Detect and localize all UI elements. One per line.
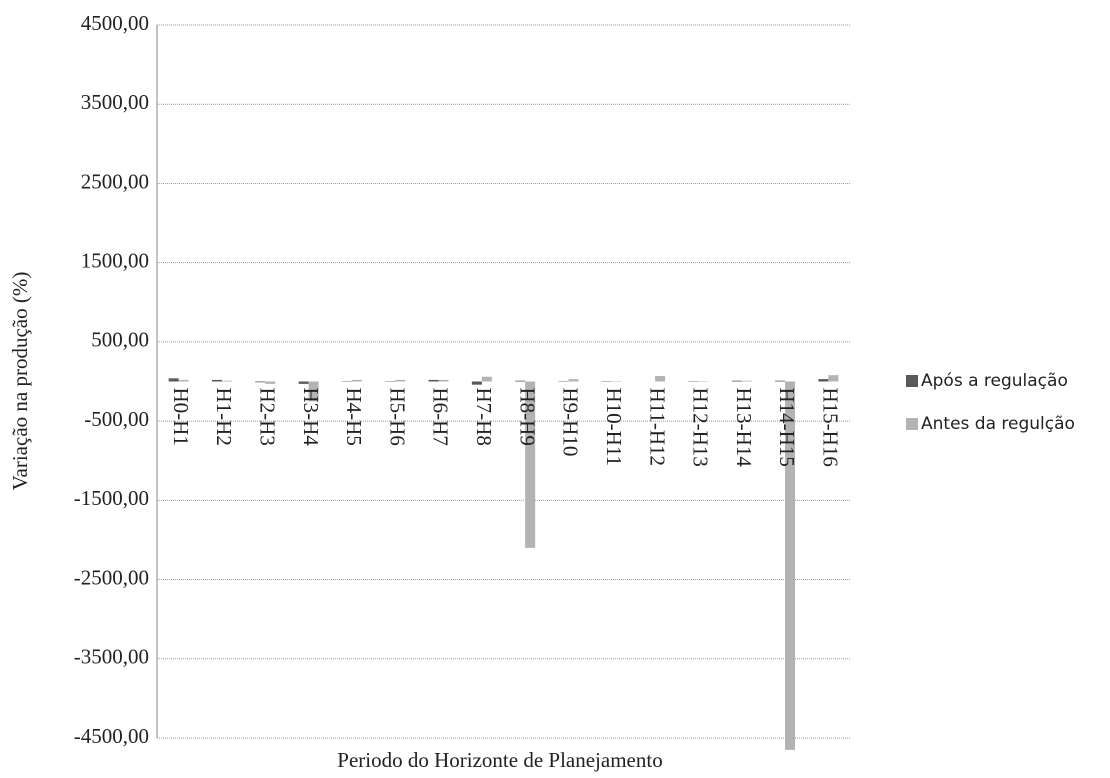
y-tick-label: 4500,00 (81, 11, 149, 35)
bar (298, 381, 309, 384)
bar (178, 379, 189, 382)
y-tick-label: 500,00 (91, 328, 149, 352)
x-axis-title: Periodo do Horizonte de Planejamento (337, 748, 662, 772)
bar (351, 379, 362, 382)
bar (308, 381, 319, 402)
bar (525, 381, 536, 548)
x-tick-label: H5-H6 (385, 388, 409, 446)
bar (741, 380, 752, 382)
legend-label: Após a regulação (921, 371, 1068, 391)
bar (568, 379, 579, 382)
x-tick-label: H11-H12 (645, 388, 669, 467)
y-tick-label: 2500,00 (81, 169, 149, 193)
bar (785, 381, 796, 750)
bar (828, 375, 839, 382)
x-tick-label: H15-H16 (819, 388, 843, 467)
y-tick-label: -4500,00 (74, 724, 149, 748)
bar (471, 381, 482, 385)
x-tick-label: H9-H10 (559, 388, 583, 457)
x-tick-label: H6-H7 (429, 388, 453, 446)
x-tick-label: H13-H14 (732, 388, 756, 468)
bar (168, 378, 179, 382)
bar (775, 380, 786, 382)
bar (221, 380, 232, 382)
y-tick-label: -2500,00 (74, 565, 149, 589)
x-tick-label: H4-H5 (342, 388, 366, 446)
bar (395, 379, 406, 382)
bar (731, 380, 742, 382)
y-tick-label: -1500,00 (74, 486, 149, 510)
x-tick-label: H8-H9 (515, 388, 539, 446)
bar (655, 375, 666, 382)
x-tick-label: H1-H2 (212, 388, 236, 446)
bar (428, 379, 439, 382)
bar (515, 380, 526, 382)
bar (438, 379, 449, 382)
bar (255, 381, 266, 383)
legend-label: Antes da regulção (921, 414, 1075, 434)
bar (265, 381, 276, 384)
x-tick-label: H12-H13 (689, 388, 713, 467)
x-tick-label: H3-H4 (299, 388, 323, 447)
legend-swatch (906, 418, 918, 430)
bar (481, 376, 492, 382)
bar (818, 379, 829, 382)
y-axis-title: Variação na produção (%) (8, 272, 32, 491)
x-tick-label: H10-H11 (602, 388, 626, 467)
x-tick-label: H0-H1 (169, 388, 193, 446)
y-tick-label: 1500,00 (81, 248, 149, 272)
x-tick-label: H14-H15 (775, 388, 799, 467)
x-tick-label: H2-H3 (255, 388, 279, 446)
y-tick-label: -500,00 (84, 407, 149, 431)
bar (211, 379, 222, 382)
y-tick-label: -3500,00 (74, 645, 149, 669)
legend-swatch (906, 375, 918, 387)
x-tick-label: H7-H8 (472, 388, 496, 446)
y-tick-label: 3500,00 (81, 90, 149, 114)
